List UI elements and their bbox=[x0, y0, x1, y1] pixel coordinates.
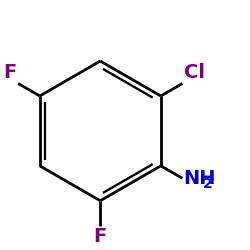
Text: Cl: Cl bbox=[184, 63, 205, 82]
Text: F: F bbox=[94, 227, 107, 246]
Text: 2: 2 bbox=[202, 177, 212, 191]
Text: F: F bbox=[4, 63, 17, 82]
Text: NH: NH bbox=[184, 169, 216, 188]
